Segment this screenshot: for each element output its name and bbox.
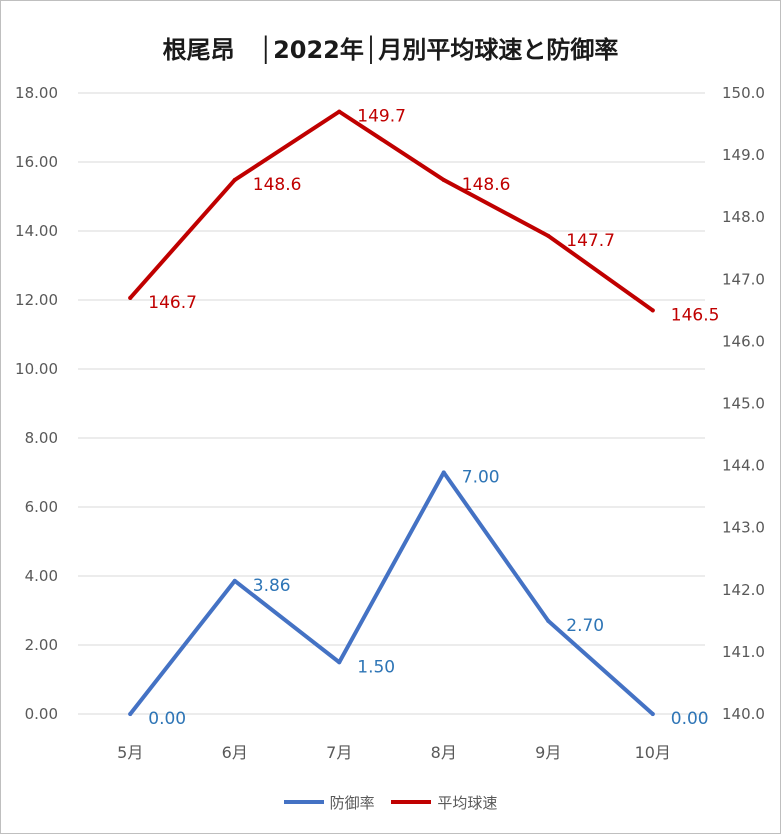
x-tick-label: 8月: [431, 743, 457, 762]
y-right-tick-label: 142.0: [722, 581, 765, 599]
y-right-tick-label: 145.0: [722, 395, 765, 413]
y-right-tick-label: 150.0: [722, 84, 765, 102]
data-point: [128, 712, 133, 716]
data-label: 147.7: [566, 231, 615, 251]
y-right-tick-label: 148.0: [722, 208, 765, 226]
y-left-tick-label: 18.00: [15, 84, 58, 102]
legend-item-era: 防御率: [283, 792, 375, 813]
data-label: 149.7: [357, 107, 406, 127]
x-tick-label: 7月: [326, 743, 352, 762]
legend-label-era: 防御率: [329, 793, 375, 812]
y-left-tick-label: 10.00: [15, 360, 58, 378]
data-point: [128, 295, 133, 300]
legend-item-velocity: 平均球速: [391, 792, 497, 813]
data-point: [441, 470, 446, 475]
x-tick-label: 9月: [535, 743, 561, 762]
y-right-tick-label: 147.0: [722, 270, 765, 288]
data-label: 0.00: [671, 709, 709, 729]
legend: 防御率 平均球速: [0, 790, 781, 813]
legend-swatch-era: [283, 800, 324, 804]
series-line-velocity: [128, 109, 655, 313]
y-right-tick-label: 141.0: [722, 643, 765, 661]
data-label: 0.00: [148, 709, 186, 729]
y-left-tick-label: 12.00: [15, 291, 58, 309]
y-left-tick-label: 0.00: [25, 705, 58, 723]
data-label: 146.7: [148, 293, 197, 313]
data-label: 3.86: [253, 576, 291, 596]
data-point: [546, 618, 551, 623]
data-label: 148.6: [462, 175, 511, 195]
y-right-tick-label: 143.0: [722, 519, 765, 537]
x-tick-label: 6月: [222, 743, 248, 762]
data-point: [337, 660, 342, 665]
y-left-tick-label: 6.00: [25, 498, 58, 516]
data-point: [650, 712, 655, 716]
data-label: 7.00: [462, 468, 500, 488]
legend-swatch-velocity: [391, 800, 432, 804]
y-right-tick-label: 140.0: [722, 705, 765, 723]
y-left-tick-label: 16.00: [15, 153, 58, 171]
data-point: [232, 177, 237, 182]
x-tick-label: 5月: [117, 743, 143, 762]
data-label: 146.5: [671, 305, 720, 325]
data-label: 2.70: [566, 616, 604, 636]
x-tick-label: 10月: [635, 743, 671, 762]
data-label: 1.50: [357, 657, 395, 677]
series-line-era: [128, 470, 655, 716]
y-left-tick-label: 2.00: [25, 636, 58, 654]
y-left-tick-label: 8.00: [25, 429, 58, 447]
y-left-tick-label: 14.00: [15, 222, 58, 240]
data-point: [441, 177, 446, 182]
chart-title: 根尾昂 │2022年│月別平均球速と防御率: [162, 36, 619, 64]
data-label: 148.6: [253, 175, 302, 195]
data-point: [650, 308, 655, 313]
data-point: [546, 233, 551, 238]
y-left-tick-label: 4.00: [25, 567, 58, 585]
y-right-tick-label: 144.0: [722, 457, 765, 475]
y-right-tick-label: 146.0: [722, 332, 765, 350]
y-right-tick-label: 149.0: [722, 146, 765, 164]
legend-label-velocity: 平均球速: [437, 793, 498, 812]
data-point: [232, 578, 237, 583]
data-point: [337, 109, 342, 114]
